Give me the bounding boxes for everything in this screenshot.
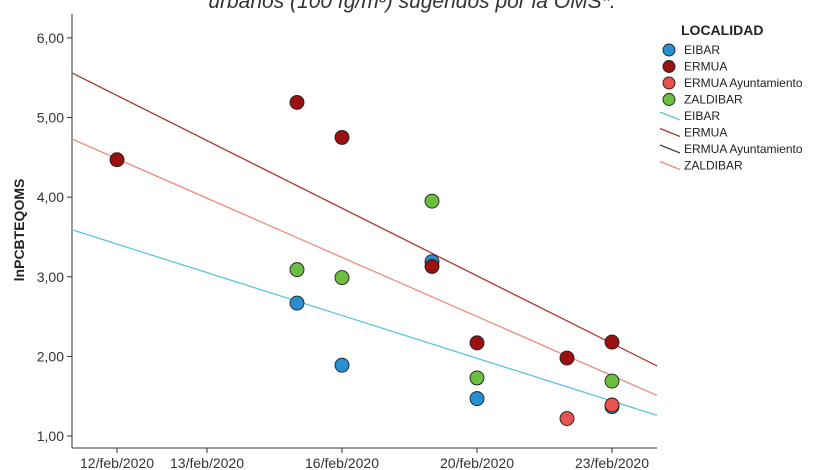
legend-label: ZALDIBAR xyxy=(684,159,743,173)
fit-lines xyxy=(71,72,658,416)
legend-marker-zaldibar xyxy=(662,93,676,106)
fit-line-ermua xyxy=(71,72,658,367)
legend-label: ZALDIBAR xyxy=(684,93,743,107)
legend-label: ERMUA Ayuntamiento xyxy=(684,76,803,90)
point-ermua xyxy=(559,350,575,366)
y-axis-ticks: 1,00 2,00 3,00 4,00 5,00 6,00 xyxy=(37,30,72,444)
fit-line-eibar xyxy=(71,229,658,416)
legend-label: EIBAR xyxy=(684,43,720,57)
point-zaldibar xyxy=(469,370,485,386)
y-tick-label: 3,00 xyxy=(37,269,64,285)
legend-marker-eibar xyxy=(662,43,676,57)
point-zaldibar xyxy=(334,270,350,286)
legend-line-ermua xyxy=(659,127,681,138)
y-tick-label: 1,00 xyxy=(37,428,64,444)
data-points xyxy=(109,94,620,426)
legend-label: ERMUA xyxy=(684,126,727,140)
point-zaldibar xyxy=(604,373,620,389)
y-tick-label: 2,00 xyxy=(37,348,64,364)
point-ermua-ayuntamiento xyxy=(559,411,575,426)
fit-line-zaldibar xyxy=(71,138,658,397)
point-eibar xyxy=(334,357,350,373)
y-tick-label: 6,00 xyxy=(37,30,64,46)
chart-title: urbanos (100 fg/m³) sugeridos por la OMS… xyxy=(208,0,615,13)
legend-line-zaldibar xyxy=(659,160,681,171)
point-ermua xyxy=(109,152,125,168)
legend-marker-ermua xyxy=(662,60,676,73)
y-axis-label: lnPCBTEQOMS xyxy=(11,179,27,282)
legend-label: ERMUA Ayuntamiento xyxy=(684,142,803,156)
legend-marker-ermua-ayuntamiento xyxy=(662,76,676,90)
legend: LOCALIDAD EIBAR ERMUA ERMUA Ayuntamiento ZA… xyxy=(659,22,803,173)
point-zaldibar xyxy=(289,262,305,278)
x-tick-label: 20/feb/2020 xyxy=(440,455,514,470)
legend-label: EIBAR xyxy=(684,109,720,123)
point-ermua-ayuntamiento xyxy=(604,397,620,413)
y-tick-label: 5,00 xyxy=(37,110,64,126)
point-ermua xyxy=(289,94,305,110)
x-tick-label: 23/feb/2020 xyxy=(575,455,649,470)
point-eibar xyxy=(289,295,305,311)
legend-line-eibar xyxy=(659,111,681,121)
point-ermua xyxy=(604,334,620,350)
y-tick-label: 4,00 xyxy=(37,189,64,205)
x-tick-label: 16/feb/2020 xyxy=(305,455,379,470)
point-eibar xyxy=(469,391,485,407)
legend-label: ERMUA xyxy=(684,60,727,74)
legend-line-ermua-ayuntamiento xyxy=(659,144,681,154)
x-tick-label: 13/feb/2020 xyxy=(170,455,244,470)
legend-title: LOCALIDAD xyxy=(681,22,763,38)
x-axis-ticks: 12/feb/2020 13/feb/2020 16/feb/2020 20/feb/… xyxy=(80,448,649,470)
plot-area xyxy=(71,14,657,449)
point-ermua xyxy=(424,258,440,274)
point-ermua xyxy=(469,335,485,351)
point-zaldibar xyxy=(424,193,440,209)
x-tick-label: 12/feb/2020 xyxy=(80,455,154,470)
point-ermua xyxy=(334,129,350,145)
